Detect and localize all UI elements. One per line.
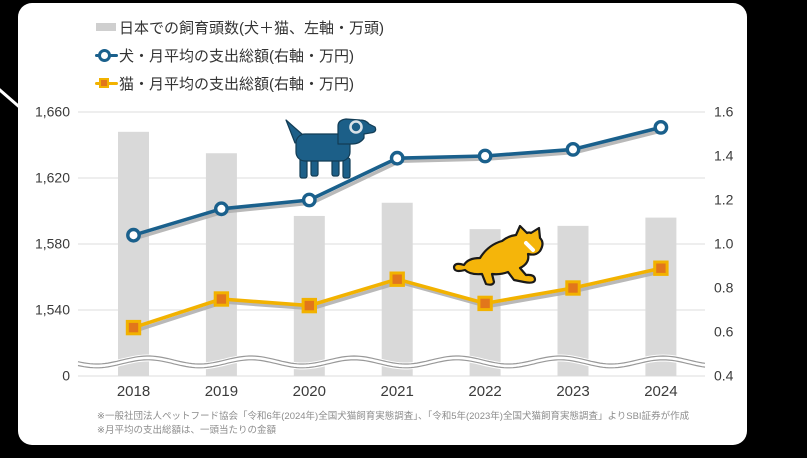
bar-2023 bbox=[557, 225, 589, 376]
right-axis-tick: 1.2 bbox=[714, 192, 734, 208]
legend-label: 犬・月平均の支出総額(右軸・万円) bbox=[119, 47, 354, 65]
left-axis-tick: 1,580 bbox=[35, 236, 70, 252]
cat-point-2024 bbox=[653, 260, 669, 276]
cat-point-2022 bbox=[477, 295, 493, 312]
x-axis-label-2018: 2018 bbox=[117, 383, 150, 400]
cat-point-2018 bbox=[125, 319, 142, 336]
legend-item-dog-spending: 犬・月平均の支出総額(右軸・万円) bbox=[95, 45, 384, 65]
cat-icon bbox=[452, 224, 544, 286]
footnote-source: ※一般社団法人ペットフード協会「令和6年(2024年)全国犬猫飼育実態調査」、「… bbox=[97, 411, 690, 422]
dog-point-2021 bbox=[389, 150, 405, 166]
left-axis-tick: 1,660 bbox=[35, 104, 70, 120]
cat-point-2020 bbox=[301, 297, 318, 314]
dog-point-2019 bbox=[213, 201, 229, 217]
x-axis-label-2024: 2024 bbox=[644, 383, 677, 400]
bar-2021 bbox=[381, 202, 413, 376]
right-axis-tick: 0.8 bbox=[714, 280, 734, 296]
legend-label: 日本での飼育頭数(犬＋猫、左軸・万頭) bbox=[119, 19, 384, 37]
right-axis-tick: 1.6 bbox=[714, 104, 734, 120]
legend-label: 猫・月平均の支出総額(右軸・万円) bbox=[119, 75, 354, 93]
right-axis-tick: 0.4 bbox=[714, 368, 734, 384]
x-axis-label-2020: 2020 bbox=[293, 383, 326, 400]
footnotes: ※一般社団法人ペットフード協会「令和6年(2024年)全国犬猫飼育実態調査」、「… bbox=[97, 410, 689, 437]
bar-2020 bbox=[293, 215, 325, 376]
right-axis-tick: 1.4 bbox=[714, 148, 734, 164]
dog-point-2023 bbox=[565, 141, 581, 157]
left-axis-tick: 1,620 bbox=[35, 170, 70, 186]
dog-point-2020 bbox=[301, 192, 317, 208]
axis-break-mask bbox=[77, 354, 706, 370]
legend: 日本での飼育頭数(犬＋猫、左軸・万頭) 犬・月平均の支出総額(右軸・万円) 猫・… bbox=[95, 17, 384, 101]
left-axis-tick: 1,540 bbox=[35, 302, 70, 318]
chart-generated: 1,660 1,620 1,580 1,540 0 1.6 1.4 1.2 1.0 0.8 0.6 0… bbox=[35, 104, 734, 401]
dog-point-2018 bbox=[126, 227, 141, 243]
legend-item-population: 日本での飼育頭数(犬＋猫、左軸・万頭) bbox=[95, 17, 384, 37]
cat-line-legend-icon bbox=[95, 75, 118, 91]
right-axis-tick: 0.6 bbox=[714, 324, 734, 340]
dog-point-2024 bbox=[653, 120, 669, 135]
cat-point-2023 bbox=[565, 280, 581, 296]
x-axis-label-2019: 2019 bbox=[205, 383, 238, 400]
dog-line-legend-icon bbox=[95, 47, 118, 63]
right-axis-tick: 1.0 bbox=[714, 236, 734, 252]
cat-point-2021 bbox=[389, 271, 405, 287]
footnote-note: ※月平均の支出総額は、一頭当たりの金額 bbox=[97, 424, 276, 436]
bar-2019 bbox=[205, 153, 237, 376]
left-axis-tick: 0 bbox=[62, 368, 70, 384]
cat-point-2019 bbox=[213, 291, 230, 307]
bar-2024 bbox=[645, 217, 677, 376]
bar-2018 bbox=[118, 131, 149, 376]
x-axis-label-2022: 2022 bbox=[468, 383, 501, 400]
axis-break-wave bbox=[77, 359, 706, 369]
axis-break-wave bbox=[77, 355, 706, 365]
gray-bar-legend-icon bbox=[95, 19, 118, 35]
dog-icon bbox=[285, 118, 377, 179]
legend-item-cat-spending: 猫・月平均の支出総額(右軸・万円) bbox=[95, 73, 384, 93]
x-axis-label-2023: 2023 bbox=[556, 383, 589, 400]
x-axis-label-2021: 2021 bbox=[381, 383, 414, 400]
dog-point-2022 bbox=[477, 148, 493, 164]
